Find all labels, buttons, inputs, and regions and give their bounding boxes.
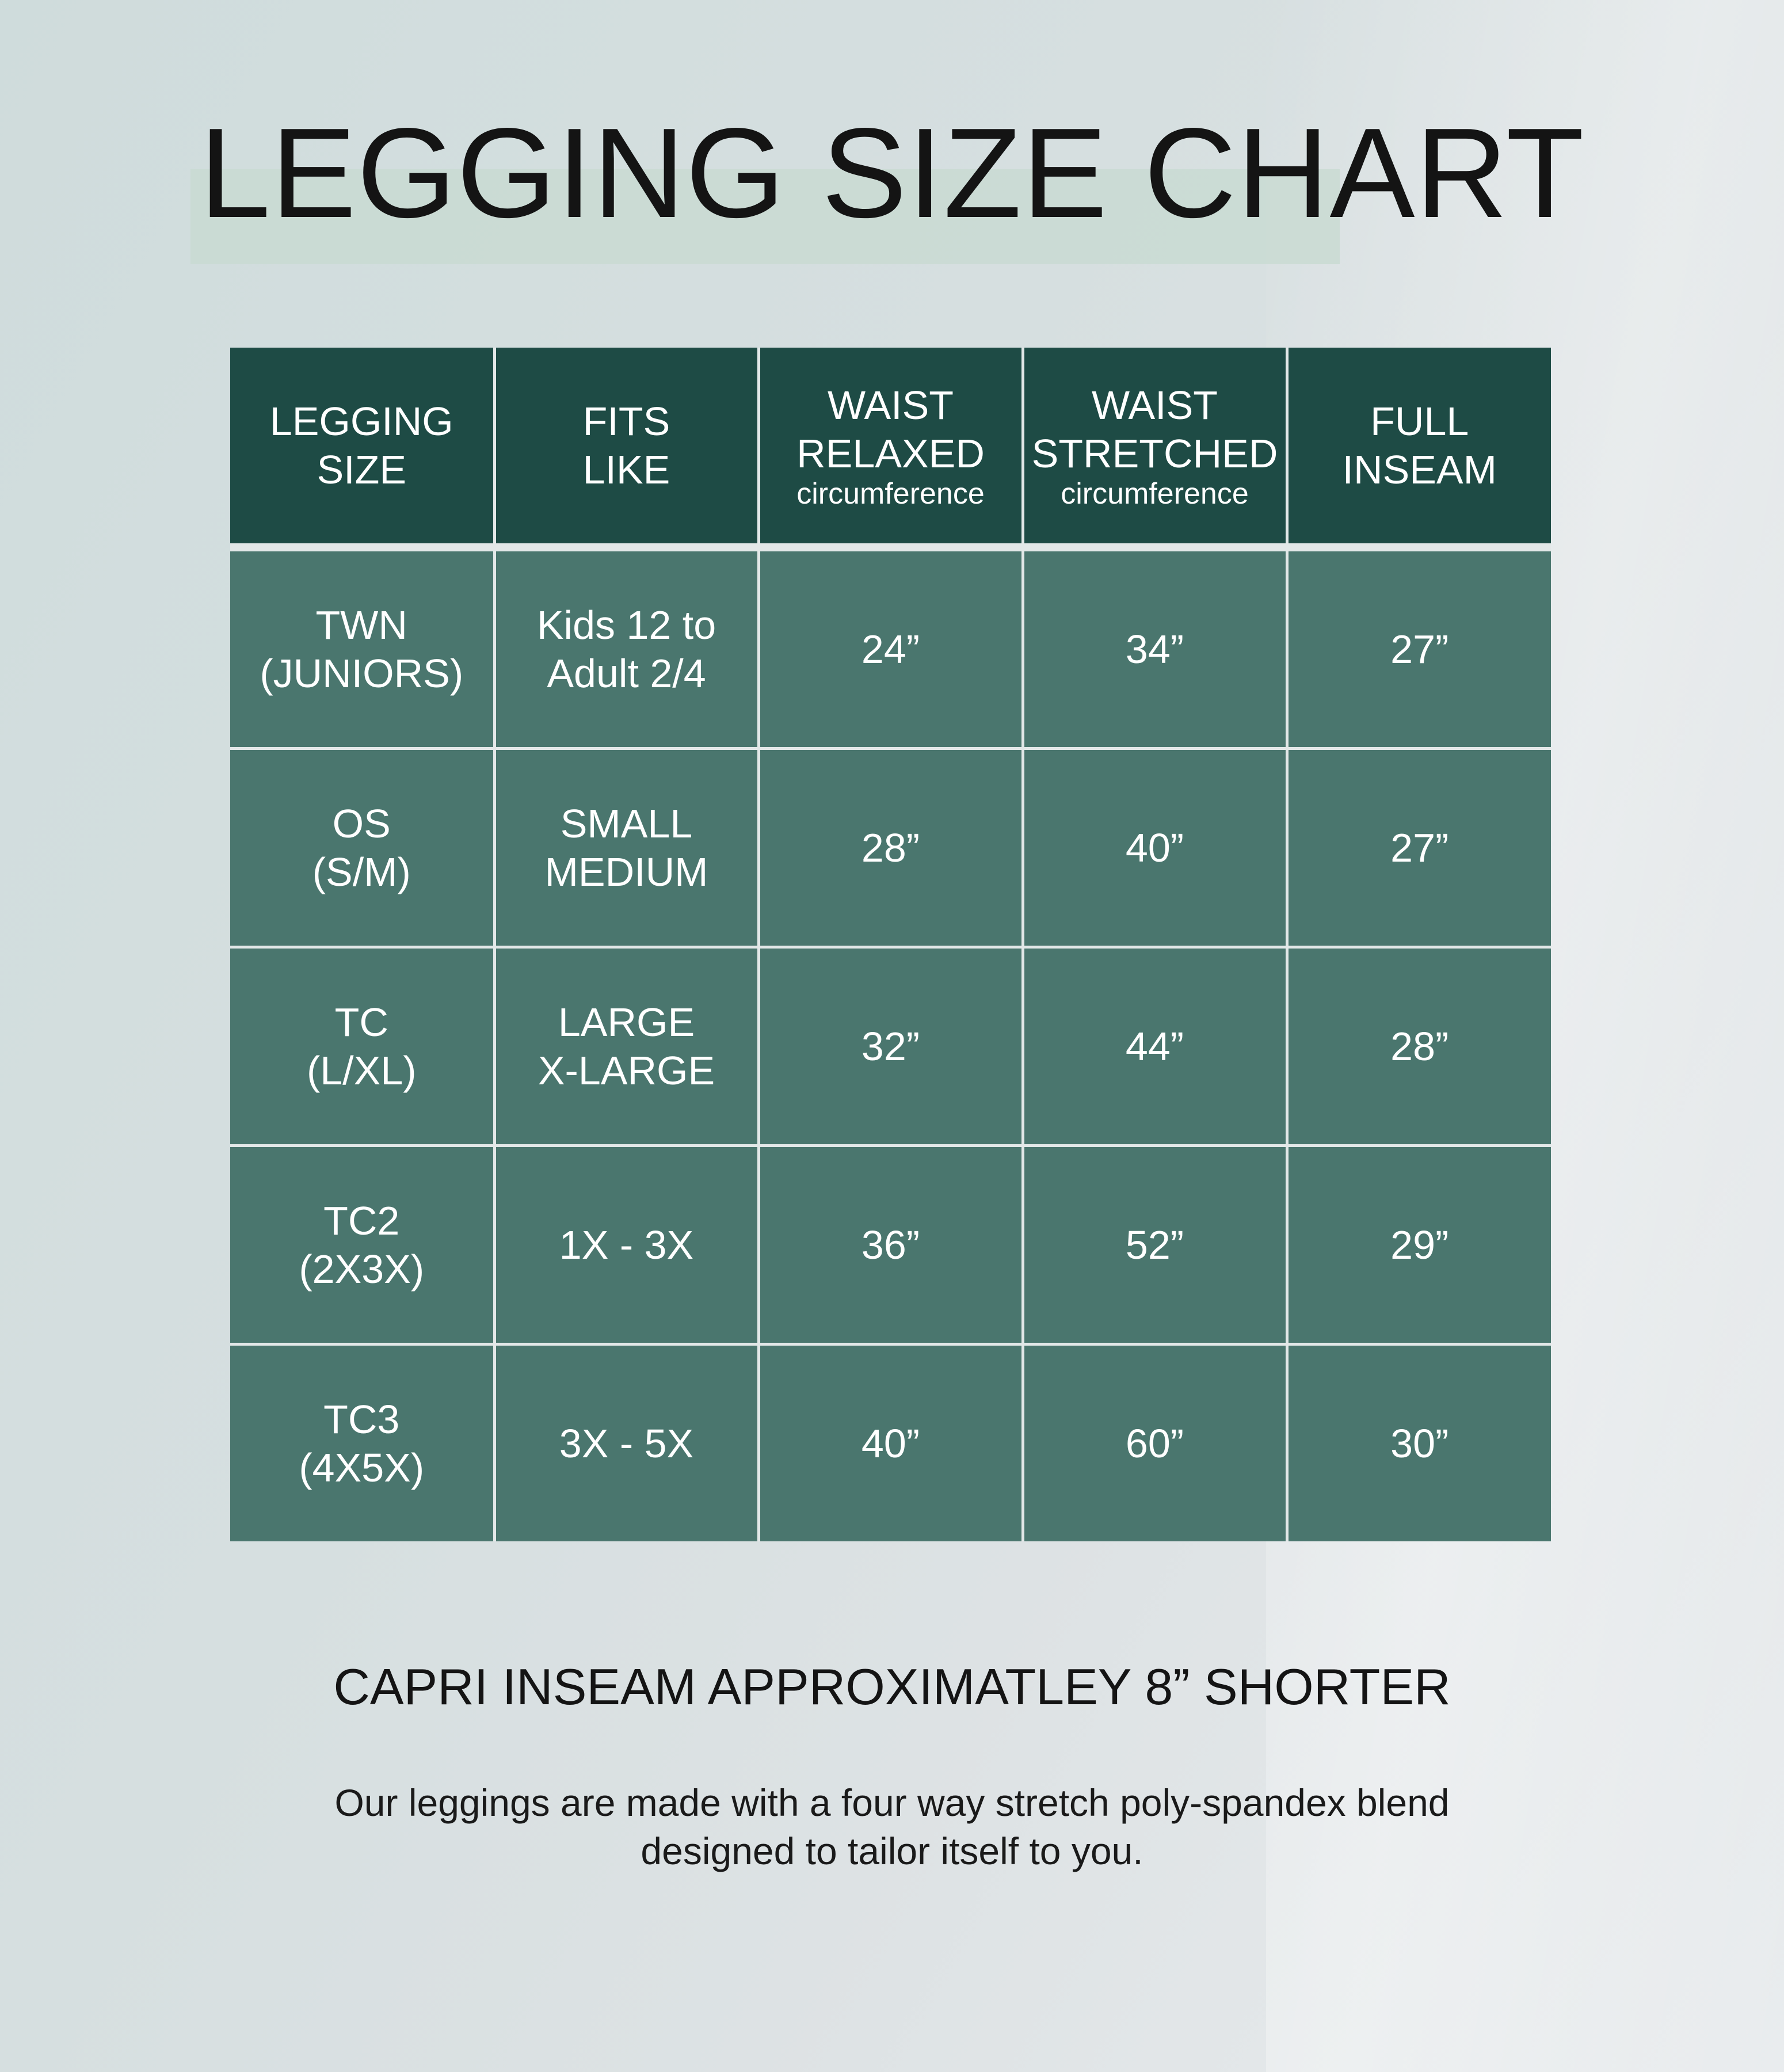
cell-legging-size-text: TWN [315, 603, 407, 648]
cell-waist-relaxed: 40” [757, 1343, 1024, 1541]
cell-waist-stretched-text: 34” [1125, 627, 1184, 672]
cell-waist-relaxed: 32” [757, 946, 1024, 1147]
cell-full-inseam: 29” [1285, 1144, 1551, 1346]
cell-waist-stretched: 40” [1021, 747, 1289, 949]
table-row: TWN (JUNIORS) Kids 12 to Adult 2/4 24” 34” 27” [230, 546, 1551, 750]
cell-waist-relaxed-text: 40” [861, 1421, 920, 1466]
cell-full-inseam: 30” [1285, 1343, 1551, 1541]
title-highlight [190, 169, 1340, 264]
cell-full-inseam-text: 27” [1390, 627, 1449, 672]
header-full-inseam: FULL INSEAM [1285, 348, 1551, 551]
header-text: SIZE [317, 447, 407, 492]
description-line: Our leggings are made with a four way st… [334, 1781, 1450, 1824]
size-table: LEGGING SIZE FITS LIKE WAIST RELAXED circumf… [230, 348, 1551, 1541]
header-subtext: circumference [796, 477, 985, 511]
cell-legging-size-text: (S/M) [312, 850, 411, 894]
cell-legging-size-text: TC3 [323, 1397, 400, 1442]
table-row: TC (L/XL) LARGE X-LARGE 32” 44” 28” [230, 946, 1551, 1147]
header-text: FULL [1370, 399, 1469, 444]
header-waist-relaxed: WAIST RELAXED circumference [757, 348, 1024, 551]
cell-full-inseam-text: 27” [1390, 825, 1449, 870]
header-text: WAIST [827, 383, 954, 428]
cell-fits-like-text: MEDIUM [544, 850, 708, 894]
description: Our leggings are made with a four way st… [0, 1778, 1784, 1875]
cell-waist-relaxed-text: 28” [861, 825, 920, 870]
cell-waist-stretched: 60” [1021, 1343, 1289, 1541]
cell-fits-like: LARGE X-LARGE [493, 946, 760, 1147]
header-legging-size: LEGGING SIZE [230, 348, 496, 551]
cell-waist-relaxed-text: 24” [861, 627, 920, 672]
cell-fits-like-text: LARGE [558, 1000, 695, 1045]
cell-waist-stretched: 44” [1021, 946, 1289, 1147]
cell-full-inseam-text: 28” [1390, 1024, 1449, 1069]
table-row: OS (S/M) SMALL MEDIUM 28” 40” 27” [230, 747, 1551, 949]
cell-fits-like-text: Adult 2/4 [547, 651, 706, 696]
cell-waist-relaxed-text: 36” [861, 1222, 920, 1267]
cell-waist-stretched-text: 60” [1125, 1421, 1184, 1466]
header-fits-like: FITS LIKE [493, 348, 760, 551]
header-text: LEGGING [269, 399, 453, 444]
cell-full-inseam: 27” [1285, 546, 1551, 750]
capri-note: CAPRI INSEAM APPROXIMATLEY 8” SHORTER [333, 1658, 1451, 1715]
cell-legging-size: TWN (JUNIORS) [230, 546, 496, 750]
cell-fits-like-text: Kids 12 to [536, 603, 716, 648]
header-text: INSEAM [1342, 447, 1497, 492]
cell-legging-size-text: TC [334, 1000, 388, 1045]
cell-full-inseam: 27” [1285, 747, 1551, 949]
cell-legging-size: TC3 (4X5X) [230, 1343, 496, 1541]
cell-fits-like: 3X - 5X [493, 1343, 760, 1541]
cell-full-inseam-text: 29” [1390, 1222, 1449, 1267]
cell-full-inseam: 28” [1285, 946, 1551, 1147]
cell-waist-relaxed: 28” [757, 747, 1024, 949]
cell-legging-size-text: (2X3X) [299, 1247, 425, 1292]
table-row: TC2 (2X3X) 1X - 3X 36” 52” 29” [230, 1144, 1551, 1346]
cell-full-inseam-text: 30” [1390, 1421, 1449, 1466]
cell-legging-size-text: OS [332, 801, 391, 846]
cell-legging-size-text: (4X5X) [299, 1445, 425, 1490]
cell-waist-stretched-text: 44” [1125, 1024, 1184, 1069]
cell-legging-size-text: TC2 [323, 1198, 400, 1243]
cell-waist-stretched-text: 40” [1125, 825, 1184, 870]
cell-legging-size: TC2 (2X3X) [230, 1144, 496, 1346]
table-row: TC3 (4X5X) 3X - 5X 40” 60” 30” [230, 1343, 1551, 1541]
header-waist-stretched: WAIST STRETCHED circumference [1021, 348, 1289, 551]
cell-waist-relaxed-text: 32” [861, 1024, 920, 1069]
cell-fits-like: Kids 12 to Adult 2/4 [493, 546, 760, 750]
header-text: WAIST [1091, 383, 1218, 428]
header-subtext: circumference [1061, 477, 1249, 511]
cell-legging-size: OS (S/M) [230, 747, 496, 949]
cell-fits-like-text: 1X - 3X [559, 1222, 694, 1267]
cell-waist-relaxed: 36” [757, 1144, 1024, 1346]
cell-waist-stretched: 52” [1021, 1144, 1289, 1346]
cell-fits-like: 1X - 3X [493, 1144, 760, 1346]
description-line: designed to tailor itself to you. [641, 1830, 1143, 1872]
page-title: LEGGING SIZE CHART [199, 102, 1585, 245]
cell-legging-size-text: (L/XL) [306, 1048, 417, 1093]
header-text: STRETCHED [1031, 431, 1278, 476]
header-text: FITS [582, 399, 670, 444]
cell-waist-relaxed: 24” [757, 546, 1024, 750]
table-header-row: LEGGING SIZE FITS LIKE WAIST RELAXED circumf… [230, 348, 1551, 551]
cell-waist-stretched: 34” [1021, 546, 1289, 750]
header-text: RELAXED [796, 431, 985, 476]
cell-fits-like: SMALL MEDIUM [493, 747, 760, 949]
cell-fits-like-text: 3X - 5X [559, 1421, 694, 1466]
cell-legging-size: TC (L/XL) [230, 946, 496, 1147]
cell-legging-size-text: (JUNIORS) [260, 651, 464, 696]
cell-waist-stretched-text: 52” [1125, 1222, 1184, 1267]
cell-fits-like-text: SMALL [560, 801, 693, 846]
header-text: LIKE [582, 447, 670, 492]
cell-fits-like-text: X-LARGE [538, 1048, 715, 1093]
